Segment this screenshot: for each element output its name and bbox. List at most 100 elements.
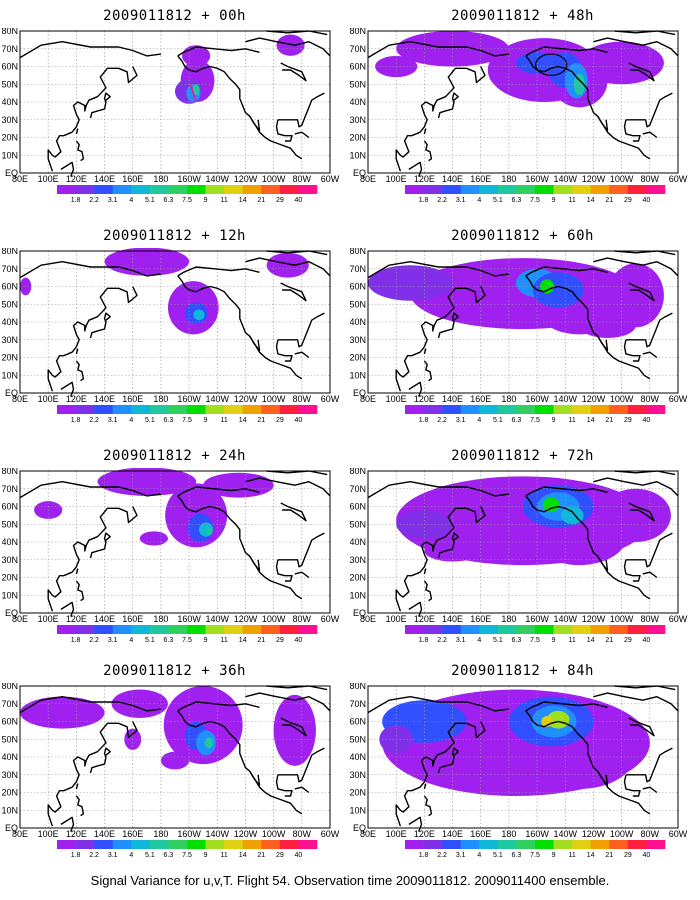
coastline [423, 783, 427, 790]
lat-tick-label: 60N [2, 282, 18, 292]
lat-tick-label: 70N [350, 484, 366, 494]
colorbar-swatch [279, 185, 299, 194]
lon-tick-label: 120W [582, 614, 606, 623]
lon-tick-label: 60W [321, 394, 340, 403]
colorbar-swatch [261, 405, 281, 414]
colorbar-swatch [535, 840, 554, 849]
lon-tick-label: 100W [262, 394, 286, 403]
plot-frame [19, 685, 331, 829]
colorbar-label: 14 [239, 417, 247, 424]
colorbar-swatch [224, 840, 244, 849]
coastline [177, 710, 303, 815]
lon-tick-label: 180 [501, 394, 516, 403]
lat-tick-label: 50N [2, 299, 18, 309]
lat-tick-label: 10N [350, 590, 366, 600]
coastline [177, 701, 260, 712]
colorbar-swatch [242, 840, 262, 849]
colorbar-swatch [479, 405, 499, 414]
coastline [625, 92, 673, 128]
coastline [628, 502, 655, 522]
grid [368, 686, 678, 828]
colorbar-swatch [279, 405, 299, 414]
coastline [249, 555, 261, 572]
lat-tick-label: 60N [350, 282, 366, 292]
panel-48h: 2009011812 + 48h EQ 10N 20N 30N 40N 50N 60N 70N… [350, 8, 695, 228]
coastline [525, 495, 651, 600]
colorbar-swatch [627, 625, 647, 634]
lat-tick-label: 30N [350, 770, 366, 780]
colorbar-swatch [279, 625, 299, 634]
lon-tick-label: 60W [321, 829, 340, 838]
lon-tick-label: 60W [321, 174, 340, 183]
lat-tick-label: 80N [2, 468, 18, 476]
coastline [60, 816, 75, 832]
colorbar-label: 1.8 [419, 417, 429, 424]
coastline [623, 559, 641, 582]
colorbar-swatch [405, 840, 424, 849]
map-plot: EQ 10N 20N 30N 40N 50N 60N 70N 80N 80E 100E 120E 140… [350, 683, 688, 838]
colorbar: 1.8 2.2 3.1 4 5.1 6.3 7.5 9 11 14 21 29 40 [57, 405, 318, 424]
colorbar-label: 1.8 [419, 197, 429, 204]
coastlines [19, 30, 331, 177]
coastline [47, 66, 138, 172]
lat-tick-label: 40N [350, 97, 366, 107]
colorbar-label: 11 [220, 637, 227, 644]
variance-blob [276, 34, 305, 56]
colorbar-swatch [497, 625, 517, 634]
colorbar-label: 11 [220, 197, 227, 204]
map-plot: EQ 10N 20N 30N 40N 50N 60N 70N 80N 80E 100E 120E 140… [350, 248, 688, 403]
colorbar-swatch [590, 185, 610, 194]
grid [368, 471, 678, 613]
colorbar-label: 1.8 [71, 637, 81, 644]
lon-tick-label: 160E [122, 829, 143, 838]
lon-tick-label: 180 [153, 614, 168, 623]
lon-tick-label: 140W [206, 394, 230, 403]
lon-tick-label: 160W [177, 829, 201, 838]
lon-tick-label: 140W [554, 394, 578, 403]
colorbar: 1.8 2.2 3.1 4 5.1 6.3 7.5 9 11 14 21 29 40 [57, 625, 318, 644]
lat-tick-label: 10N [350, 370, 366, 380]
lat-tick-label: 20N [350, 353, 366, 363]
coastline [642, 351, 658, 359]
colorbar-swatch [442, 840, 462, 849]
coastline [623, 339, 641, 362]
lon-tick-label: 140E [94, 614, 115, 623]
lon-tick-label: 120W [234, 394, 258, 403]
coastline [280, 282, 307, 302]
grid [368, 31, 678, 173]
colorbar-label: 40 [643, 417, 651, 424]
colorbar-label: 6.3 [164, 197, 174, 204]
map-plot: EQ 10N 20N 30N 40N 50N 60N 70N 80N 80E 100E 120E 140… [350, 28, 688, 183]
panel-title: 2009011812 + 24h [103, 448, 246, 464]
lon-tick-label: 60W [669, 174, 688, 183]
lon-tick-label: 180 [501, 614, 516, 623]
coastline [593, 692, 679, 712]
lat-tick-label: EQ [353, 388, 366, 398]
lon-tick-label: 120E [414, 174, 435, 183]
coastline [437, 747, 459, 774]
coastline [75, 140, 85, 162]
lon-tick-label: 140E [442, 829, 463, 838]
coastline [266, 250, 328, 256]
lat-tick-label: 70N [350, 699, 366, 709]
coastline [395, 66, 486, 172]
colorbar-label: 21 [605, 852, 613, 859]
coastline [75, 128, 79, 135]
grid [20, 686, 330, 828]
coastline [525, 701, 608, 712]
coastline [423, 795, 433, 817]
colorbar-swatch [94, 625, 114, 634]
lat-tick-label: 80N [2, 248, 18, 256]
colorbar-label: 29 [276, 637, 284, 644]
colorbar-swatch [423, 185, 443, 194]
lat-tick-label: EQ [353, 168, 366, 178]
lon-tick-label: 160E [470, 614, 491, 623]
lon-tick-label: 120E [66, 394, 87, 403]
coastline [623, 774, 641, 797]
colorbar-label: 21 [257, 852, 265, 859]
lat-tick-label: 10N [2, 805, 18, 815]
variance-blob [600, 488, 671, 542]
colorbar-label: 6.3 [164, 417, 174, 424]
colorbar-swatch [242, 625, 262, 634]
lon-tick-label: 140W [554, 614, 578, 623]
